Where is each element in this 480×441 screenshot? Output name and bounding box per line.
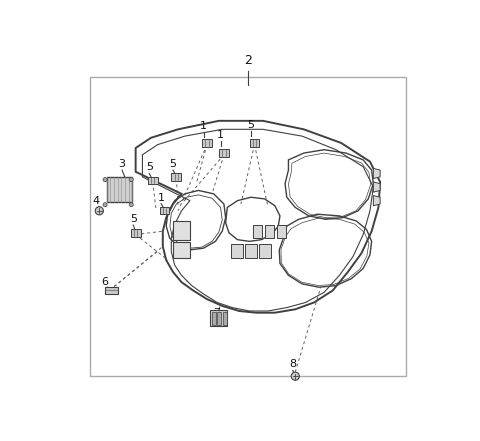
Text: 5: 5 <box>130 214 137 224</box>
Bar <box>131 229 141 236</box>
Text: 1: 1 <box>200 121 207 131</box>
Circle shape <box>129 178 133 182</box>
Bar <box>212 312 216 325</box>
Text: 2: 2 <box>244 54 252 67</box>
Bar <box>171 173 181 180</box>
Bar <box>148 176 157 184</box>
Bar <box>202 139 212 146</box>
Bar <box>264 225 274 238</box>
Circle shape <box>103 178 107 182</box>
Bar <box>253 225 262 238</box>
Bar <box>173 242 190 258</box>
Text: 5: 5 <box>248 120 254 131</box>
Circle shape <box>103 203 107 207</box>
Bar <box>250 139 259 146</box>
Text: 6: 6 <box>101 277 108 287</box>
Bar <box>276 225 286 238</box>
Circle shape <box>129 203 133 207</box>
Text: 4: 4 <box>92 196 99 206</box>
Text: 5: 5 <box>146 162 153 172</box>
Polygon shape <box>373 168 380 179</box>
Bar <box>219 149 229 157</box>
Text: 3: 3 <box>119 159 126 169</box>
Bar <box>245 244 257 258</box>
Circle shape <box>291 372 300 380</box>
Bar <box>217 312 221 325</box>
Bar <box>259 244 271 258</box>
Bar <box>107 177 132 202</box>
Polygon shape <box>373 182 380 192</box>
Polygon shape <box>373 195 380 206</box>
Bar <box>210 310 228 326</box>
Text: 1: 1 <box>157 193 165 203</box>
Text: 5: 5 <box>169 159 177 169</box>
Text: 1: 1 <box>217 130 224 139</box>
Bar <box>90 77 406 376</box>
Bar <box>173 221 190 240</box>
Text: 7: 7 <box>213 308 220 318</box>
Bar <box>160 207 169 214</box>
Bar <box>231 244 242 258</box>
Circle shape <box>95 207 103 215</box>
Bar <box>105 287 118 294</box>
Bar <box>223 312 227 325</box>
Text: 8: 8 <box>289 359 297 370</box>
